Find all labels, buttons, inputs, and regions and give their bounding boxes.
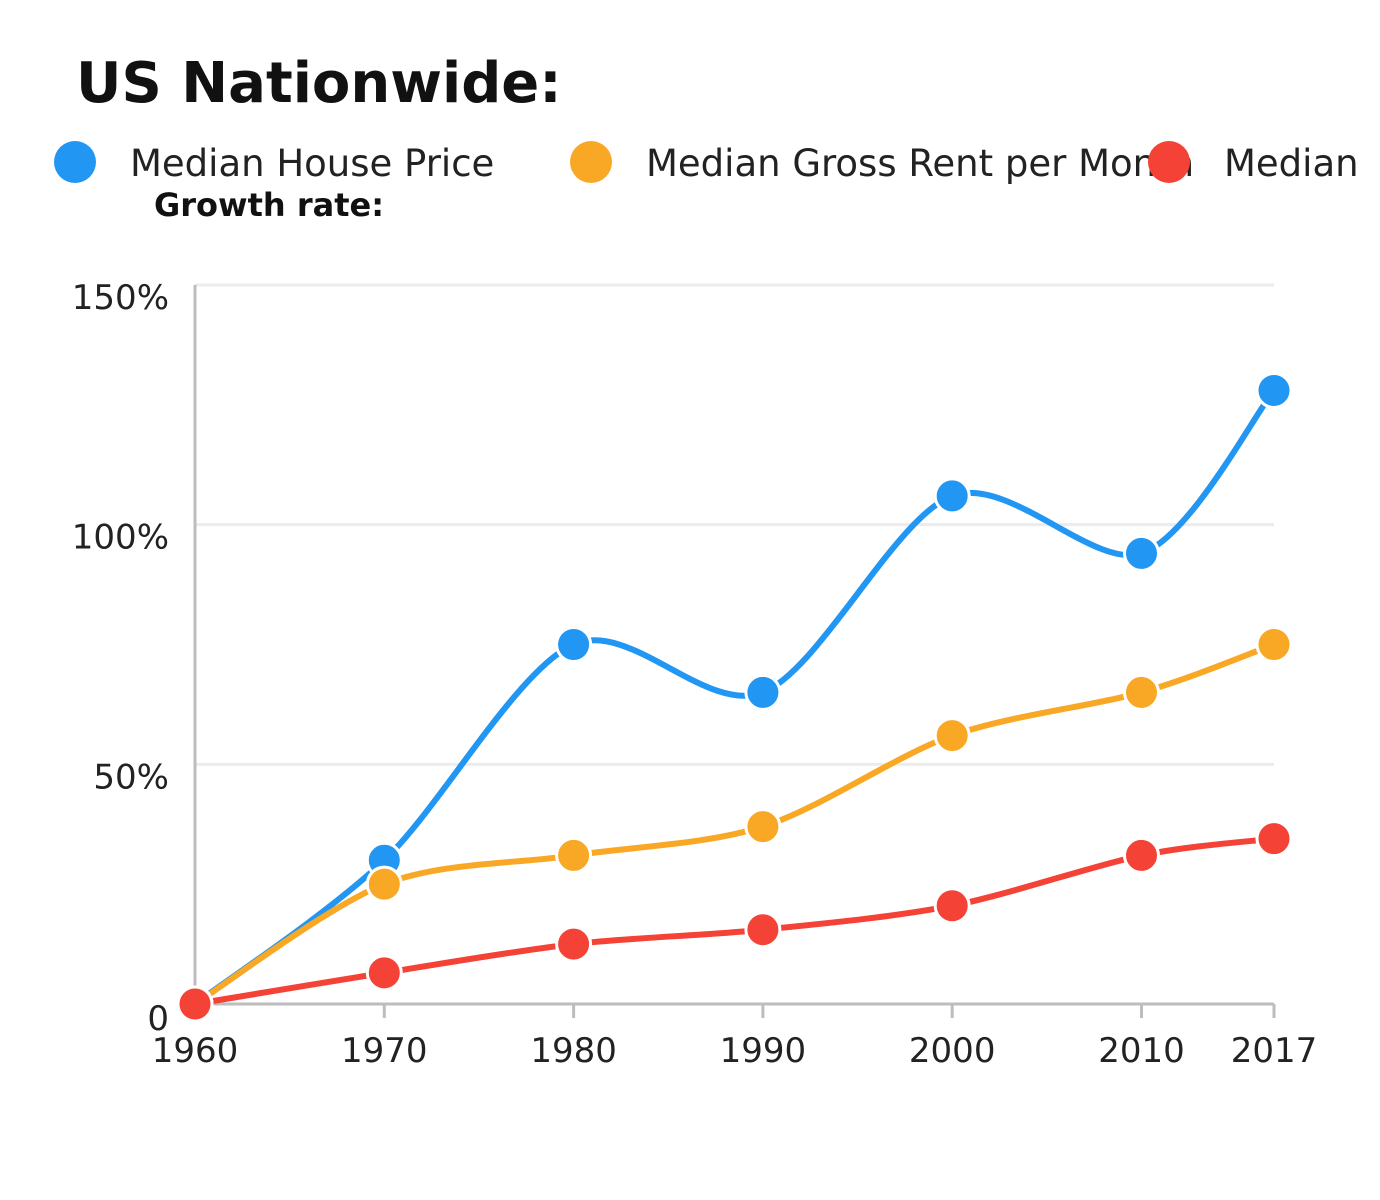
data-point-median <box>1255 820 1293 858</box>
data-point-gross-rent <box>1122 673 1160 711</box>
x-tick-label: 1990 <box>720 1031 807 1071</box>
chart-title: US Nationwide: <box>76 51 562 116</box>
data-point-house-price <box>1122 534 1160 572</box>
legend-label-median: Median <box>1224 142 1359 185</box>
legend-label-house-price: Median House Price <box>130 142 494 185</box>
legend-marker-median <box>1148 141 1190 183</box>
data-point-median <box>176 985 214 1023</box>
series-line-median <box>192 835 1277 1007</box>
legend-label-gross-rent: Median Gross Rent per Month <box>646 142 1194 185</box>
x-tick-label: 1970 <box>341 1031 428 1071</box>
x-tick-label: 2010 <box>1098 1031 1185 1071</box>
x-tick-label: 2017 <box>1231 1031 1318 1071</box>
data-point-gross-rent <box>555 836 593 874</box>
data-point-gross-rent <box>1255 626 1293 663</box>
axes: 0 50% 100% 150% 1960 1970 1980 1990 2000 2010 2017 <box>72 278 1317 1071</box>
x-tick-label: 2000 <box>909 1031 996 1071</box>
y-tick-label: 50% <box>93 757 169 797</box>
data-point-median <box>365 954 403 992</box>
legend: Median House Price Median Gross Rent per … <box>54 141 1359 185</box>
y-tick-label: 0 <box>147 999 169 1039</box>
grid-lines <box>195 283 1274 766</box>
data-point-gross-rent <box>365 865 403 903</box>
data-point-house-price <box>555 626 593 663</box>
data-point-gross-rent <box>933 717 971 755</box>
series-lines <box>192 387 1277 1007</box>
series-line-gross-rent <box>192 641 1277 1007</box>
y-tick-label: 100% <box>72 518 169 558</box>
data-point-median <box>933 887 971 925</box>
data-point-median <box>1122 836 1160 874</box>
chart-subtitle: Growth rate: <box>154 186 384 224</box>
legend-marker-house-price <box>54 141 96 183</box>
data-point-house-price <box>933 477 971 515</box>
data-point-median <box>555 925 593 963</box>
legend-marker-gross-rent <box>570 141 612 183</box>
data-point-house-price <box>744 673 782 711</box>
data-point-house-price <box>1255 371 1293 409</box>
y-tick-label: 150% <box>72 278 169 318</box>
x-tick-label: 1980 <box>530 1031 617 1071</box>
data-point-median <box>744 911 782 949</box>
data-point-gross-rent <box>744 808 782 846</box>
data-points <box>176 371 1293 1023</box>
x-tick-label: 1960 <box>152 1031 239 1071</box>
